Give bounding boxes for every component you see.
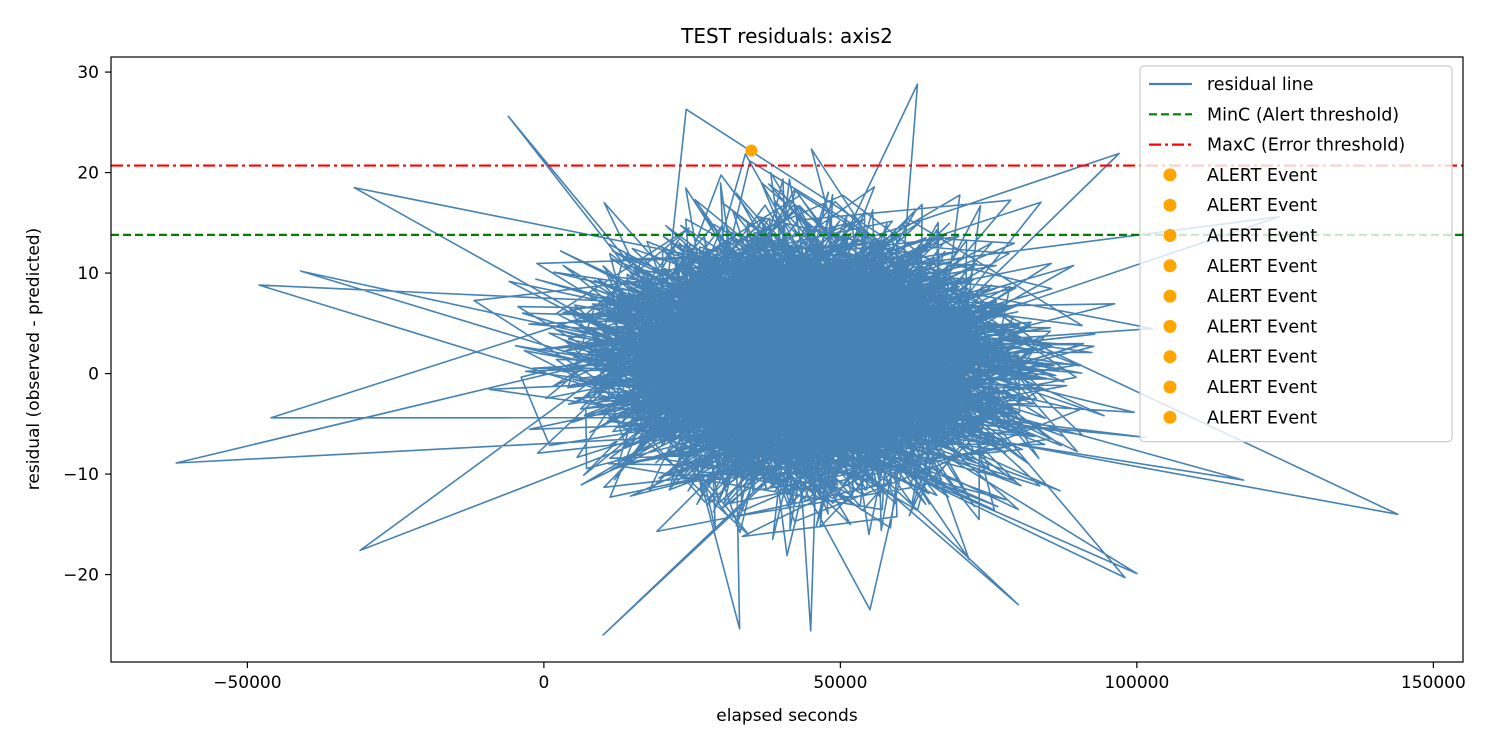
x-tick-label: 50000 bbox=[813, 673, 867, 693]
legend-label: residual line bbox=[1207, 75, 1314, 95]
legend-marker bbox=[1163, 289, 1177, 303]
legend-label: MinC (Alert threshold) bbox=[1207, 105, 1399, 125]
alert-events bbox=[745, 144, 758, 157]
chart-title: TEST residuals: axis2 bbox=[680, 24, 893, 48]
legend-label: ALERT Event bbox=[1207, 227, 1317, 247]
legend-marker bbox=[1163, 319, 1177, 333]
legend-box bbox=[1139, 65, 1453, 443]
plot-frame bbox=[110, 56, 1464, 663]
y-tick-label: 10 bbox=[77, 264, 99, 284]
x-axis: −50000 0 50000 100000 150000 bbox=[213, 662, 1466, 693]
x-tick-label: 150000 bbox=[1401, 673, 1466, 693]
x-tick-label: −50000 bbox=[213, 673, 281, 693]
legend: residual line MinC (Alert threshold) MaxC … bbox=[1139, 65, 1453, 443]
legend-label: ALERT Event bbox=[1207, 287, 1317, 307]
legend-label: ALERT Event bbox=[1207, 166, 1317, 186]
alert-event-point bbox=[745, 144, 758, 157]
y-tick-label: 0 bbox=[88, 365, 99, 385]
legend-label: ALERT Event bbox=[1207, 196, 1317, 216]
legend-marker bbox=[1163, 350, 1177, 364]
legend-label: ALERT Event bbox=[1207, 317, 1317, 337]
x-tick-label: 100000 bbox=[1104, 673, 1169, 693]
y-axis: −20 −10 0 10 20 30 bbox=[63, 63, 111, 586]
y-axis-title: residual (observed - predicted) bbox=[24, 228, 44, 490]
x-axis-title: elapsed seconds bbox=[716, 706, 858, 726]
legend-label: ALERT Event bbox=[1207, 408, 1317, 428]
legend-label: ALERT Event bbox=[1207, 348, 1317, 368]
legend-label: ALERT Event bbox=[1207, 257, 1317, 277]
threshold-lines bbox=[111, 164, 1463, 236]
y-tick-label: 20 bbox=[77, 164, 99, 184]
residual-series bbox=[175, 83, 1399, 636]
plot-area bbox=[111, 83, 1463, 636]
y-tick-label: 30 bbox=[77, 63, 99, 83]
legend-marker bbox=[1163, 198, 1177, 212]
residual-line bbox=[175, 83, 1399, 636]
legend-label: ALERT Event bbox=[1207, 378, 1317, 398]
legend-marker bbox=[1163, 259, 1177, 273]
legend-label: MaxC (Error threshold) bbox=[1207, 136, 1405, 156]
y-tick-label: −10 bbox=[63, 465, 99, 485]
y-tick-label: −20 bbox=[63, 566, 99, 586]
legend-marker bbox=[1163, 229, 1177, 242]
legend-marker bbox=[1163, 380, 1177, 394]
legend-marker bbox=[1163, 168, 1177, 182]
legend-marker bbox=[1163, 410, 1177, 424]
x-tick-label: 0 bbox=[538, 673, 549, 693]
